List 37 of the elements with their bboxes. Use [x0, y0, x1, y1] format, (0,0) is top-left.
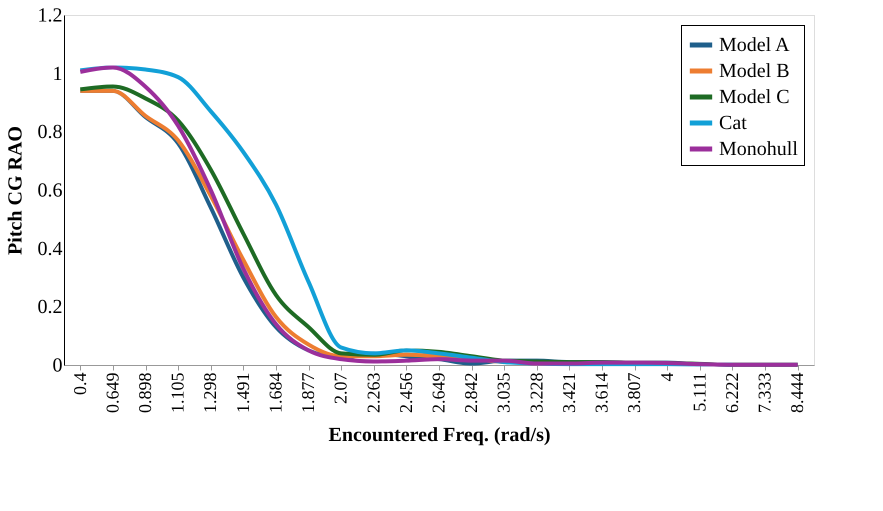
x-tick-label: 0.4 [70, 372, 90, 395]
x-tick-label: 3.228 [526, 372, 546, 413]
legend-label: Model B [719, 60, 790, 82]
legend-label: Model C [719, 86, 790, 108]
y-axis-title: Pitch CG RAO [4, 126, 26, 255]
legend-label: Monohull [719, 138, 798, 160]
y-tick-label: 1 [52, 62, 62, 85]
x-tick-label: 1.105 [168, 372, 188, 413]
x-tick-label: 3.035 [494, 372, 514, 413]
x-tick-label: 3.421 [558, 372, 579, 413]
y-tick-label: 0 [52, 354, 62, 376]
legend-label: Cat [719, 112, 748, 134]
x-tick-label: 1.684 [265, 372, 286, 413]
legend-label: Model A [719, 34, 790, 56]
x-tick-label: 3.807 [624, 372, 644, 413]
x-tick-label: 1.491 [232, 372, 253, 413]
x-tick-label: 4 [656, 372, 677, 382]
x-tick-label: 2.263 [363, 372, 384, 413]
x-axis-title: Encountered Freq. (rad/s) [328, 424, 551, 446]
x-tick-label: 2.07 [330, 372, 351, 404]
x-tick-label: 1.298 [200, 372, 220, 413]
y-tick-label: 0.6 [38, 180, 62, 202]
x-tick-label: 0.898 [135, 372, 156, 413]
y-tick-label: 0.8 [38, 121, 62, 144]
x-tick-label: 2.456 [396, 372, 416, 413]
x-tick-label: 5.111 [689, 372, 710, 412]
x-tick-label: 3.614 [592, 372, 612, 413]
x-tick-label: 2.842 [461, 372, 482, 413]
x-tick-label: 8.444 [787, 372, 808, 413]
x-tick-label: 2.649 [428, 372, 448, 413]
x-tick-label: 0.649 [102, 372, 122, 413]
x-tick-label: 1.877 [298, 372, 318, 413]
x-tick-label: 7.333 [754, 372, 775, 413]
y-tick-label: 1.2 [38, 4, 62, 26]
y-tick-label: 0.2 [38, 296, 62, 318]
y-tick-label: 0.4 [38, 238, 62, 260]
x-tick-label: 6.222 [722, 372, 742, 413]
